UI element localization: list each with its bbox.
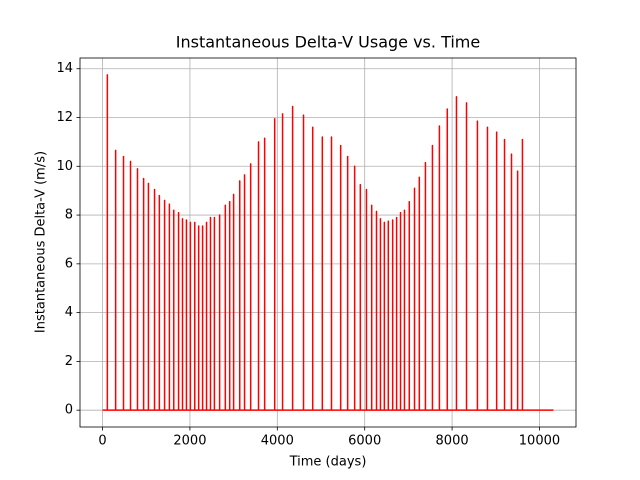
y-tick-label: 10: [56, 159, 73, 174]
x-tick-label: 0: [98, 434, 106, 449]
y-tick-label: 12: [56, 110, 73, 125]
y-tick-label: 8: [65, 208, 73, 223]
y-tick-label: 4: [65, 305, 73, 320]
y-tick-label: 6: [65, 256, 73, 271]
data-line: [102, 74, 554, 411]
x-tick-label: 8000: [436, 434, 469, 449]
y-tick-label: 0: [65, 403, 73, 418]
y-tick-label: 14: [56, 61, 73, 76]
x-tick-label: 10000: [519, 434, 560, 449]
y-tick-label: 2: [65, 354, 73, 369]
x-axis-label: Time (days): [289, 455, 367, 470]
y-axis-label: Instantaneous Delta-V (m/s): [34, 151, 49, 333]
chart-title: Instantaneous Delta-V Usage vs. Time: [176, 33, 480, 52]
x-tick-label: 4000: [261, 434, 294, 449]
x-tick-label: 2000: [173, 434, 206, 449]
plot-frame: [79, 57, 577, 428]
x-tick-label: 6000: [348, 434, 381, 449]
